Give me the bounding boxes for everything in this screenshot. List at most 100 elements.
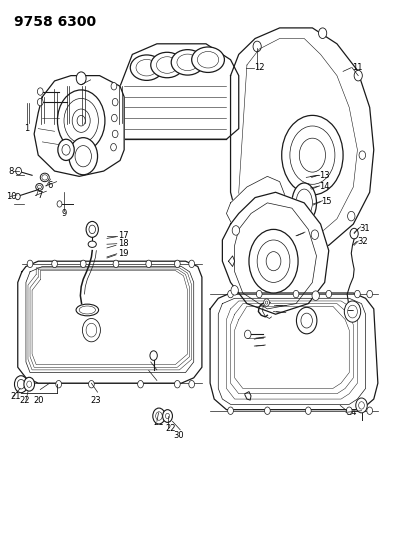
Circle shape [189,260,194,268]
Circle shape [290,126,335,184]
Text: 16: 16 [304,229,315,238]
Text: 9758 6300: 9758 6300 [14,14,96,29]
Ellipse shape [76,304,98,316]
Circle shape [228,407,234,415]
Ellipse shape [42,175,48,180]
Circle shape [354,70,362,81]
Circle shape [69,138,98,175]
Circle shape [76,72,86,85]
Circle shape [326,290,332,298]
Circle shape [82,318,101,342]
Text: 23: 23 [90,397,101,406]
Circle shape [228,290,234,298]
Circle shape [266,252,281,271]
Circle shape [344,301,360,322]
Circle shape [348,305,358,318]
Ellipse shape [88,241,96,247]
Circle shape [27,381,33,388]
Polygon shape [222,192,329,314]
Circle shape [264,299,269,306]
Ellipse shape [192,47,225,72]
Circle shape [312,291,319,301]
Circle shape [251,232,259,242]
Polygon shape [210,293,378,410]
Circle shape [58,139,74,160]
Text: 14: 14 [319,182,330,191]
Circle shape [175,260,180,268]
Circle shape [367,290,372,298]
Circle shape [16,167,21,175]
Circle shape [153,408,165,424]
Text: 3: 3 [64,124,70,133]
Text: 26: 26 [283,300,294,309]
Text: 24: 24 [347,408,357,417]
Circle shape [156,412,162,420]
Circle shape [75,146,91,167]
Ellipse shape [177,54,198,71]
Circle shape [297,308,317,334]
Text: 18: 18 [117,239,128,248]
Text: 13: 13 [319,171,330,180]
Circle shape [112,99,118,106]
Text: 10: 10 [6,192,17,201]
Circle shape [256,290,262,298]
Circle shape [299,138,325,172]
Text: 32: 32 [358,237,368,246]
Circle shape [350,228,358,239]
Circle shape [64,99,98,143]
Circle shape [111,143,116,151]
Ellipse shape [296,189,312,216]
Circle shape [113,260,119,268]
Circle shape [355,290,360,298]
Text: 1: 1 [24,124,29,133]
Circle shape [231,286,238,295]
Polygon shape [231,28,374,251]
Circle shape [293,290,299,298]
Ellipse shape [136,59,157,76]
Text: 7: 7 [37,191,43,200]
Circle shape [346,407,352,415]
Text: 15: 15 [321,197,332,206]
Circle shape [37,99,43,106]
Text: 23: 23 [159,366,170,375]
Circle shape [146,260,152,268]
Circle shape [356,398,367,413]
Text: 31: 31 [359,224,370,233]
Text: 4: 4 [80,124,85,133]
Circle shape [15,193,20,200]
Circle shape [282,115,343,195]
Ellipse shape [79,306,96,314]
Circle shape [37,88,43,95]
Text: 20: 20 [33,397,44,406]
Circle shape [367,407,372,415]
Circle shape [318,28,327,38]
Circle shape [52,260,57,268]
Circle shape [112,114,117,122]
Circle shape [14,376,28,393]
Circle shape [17,379,25,389]
Ellipse shape [40,173,49,182]
Circle shape [265,301,268,304]
Polygon shape [34,76,124,176]
Text: 21: 21 [154,418,164,427]
Text: 29: 29 [265,341,276,350]
Polygon shape [18,261,202,383]
Circle shape [57,90,105,151]
Circle shape [138,381,143,388]
Text: 22: 22 [165,424,176,433]
Text: 2: 2 [39,124,44,133]
Circle shape [56,381,61,388]
Circle shape [77,115,85,126]
Text: 17: 17 [117,231,128,240]
Text: 11: 11 [353,63,363,72]
Circle shape [244,330,251,338]
Circle shape [249,229,298,293]
Circle shape [24,377,35,391]
Text: 27: 27 [283,308,294,317]
Circle shape [175,381,180,388]
Circle shape [62,144,70,155]
Circle shape [72,109,90,132]
Circle shape [232,225,239,235]
Ellipse shape [36,183,43,190]
Text: 22: 22 [19,395,30,405]
